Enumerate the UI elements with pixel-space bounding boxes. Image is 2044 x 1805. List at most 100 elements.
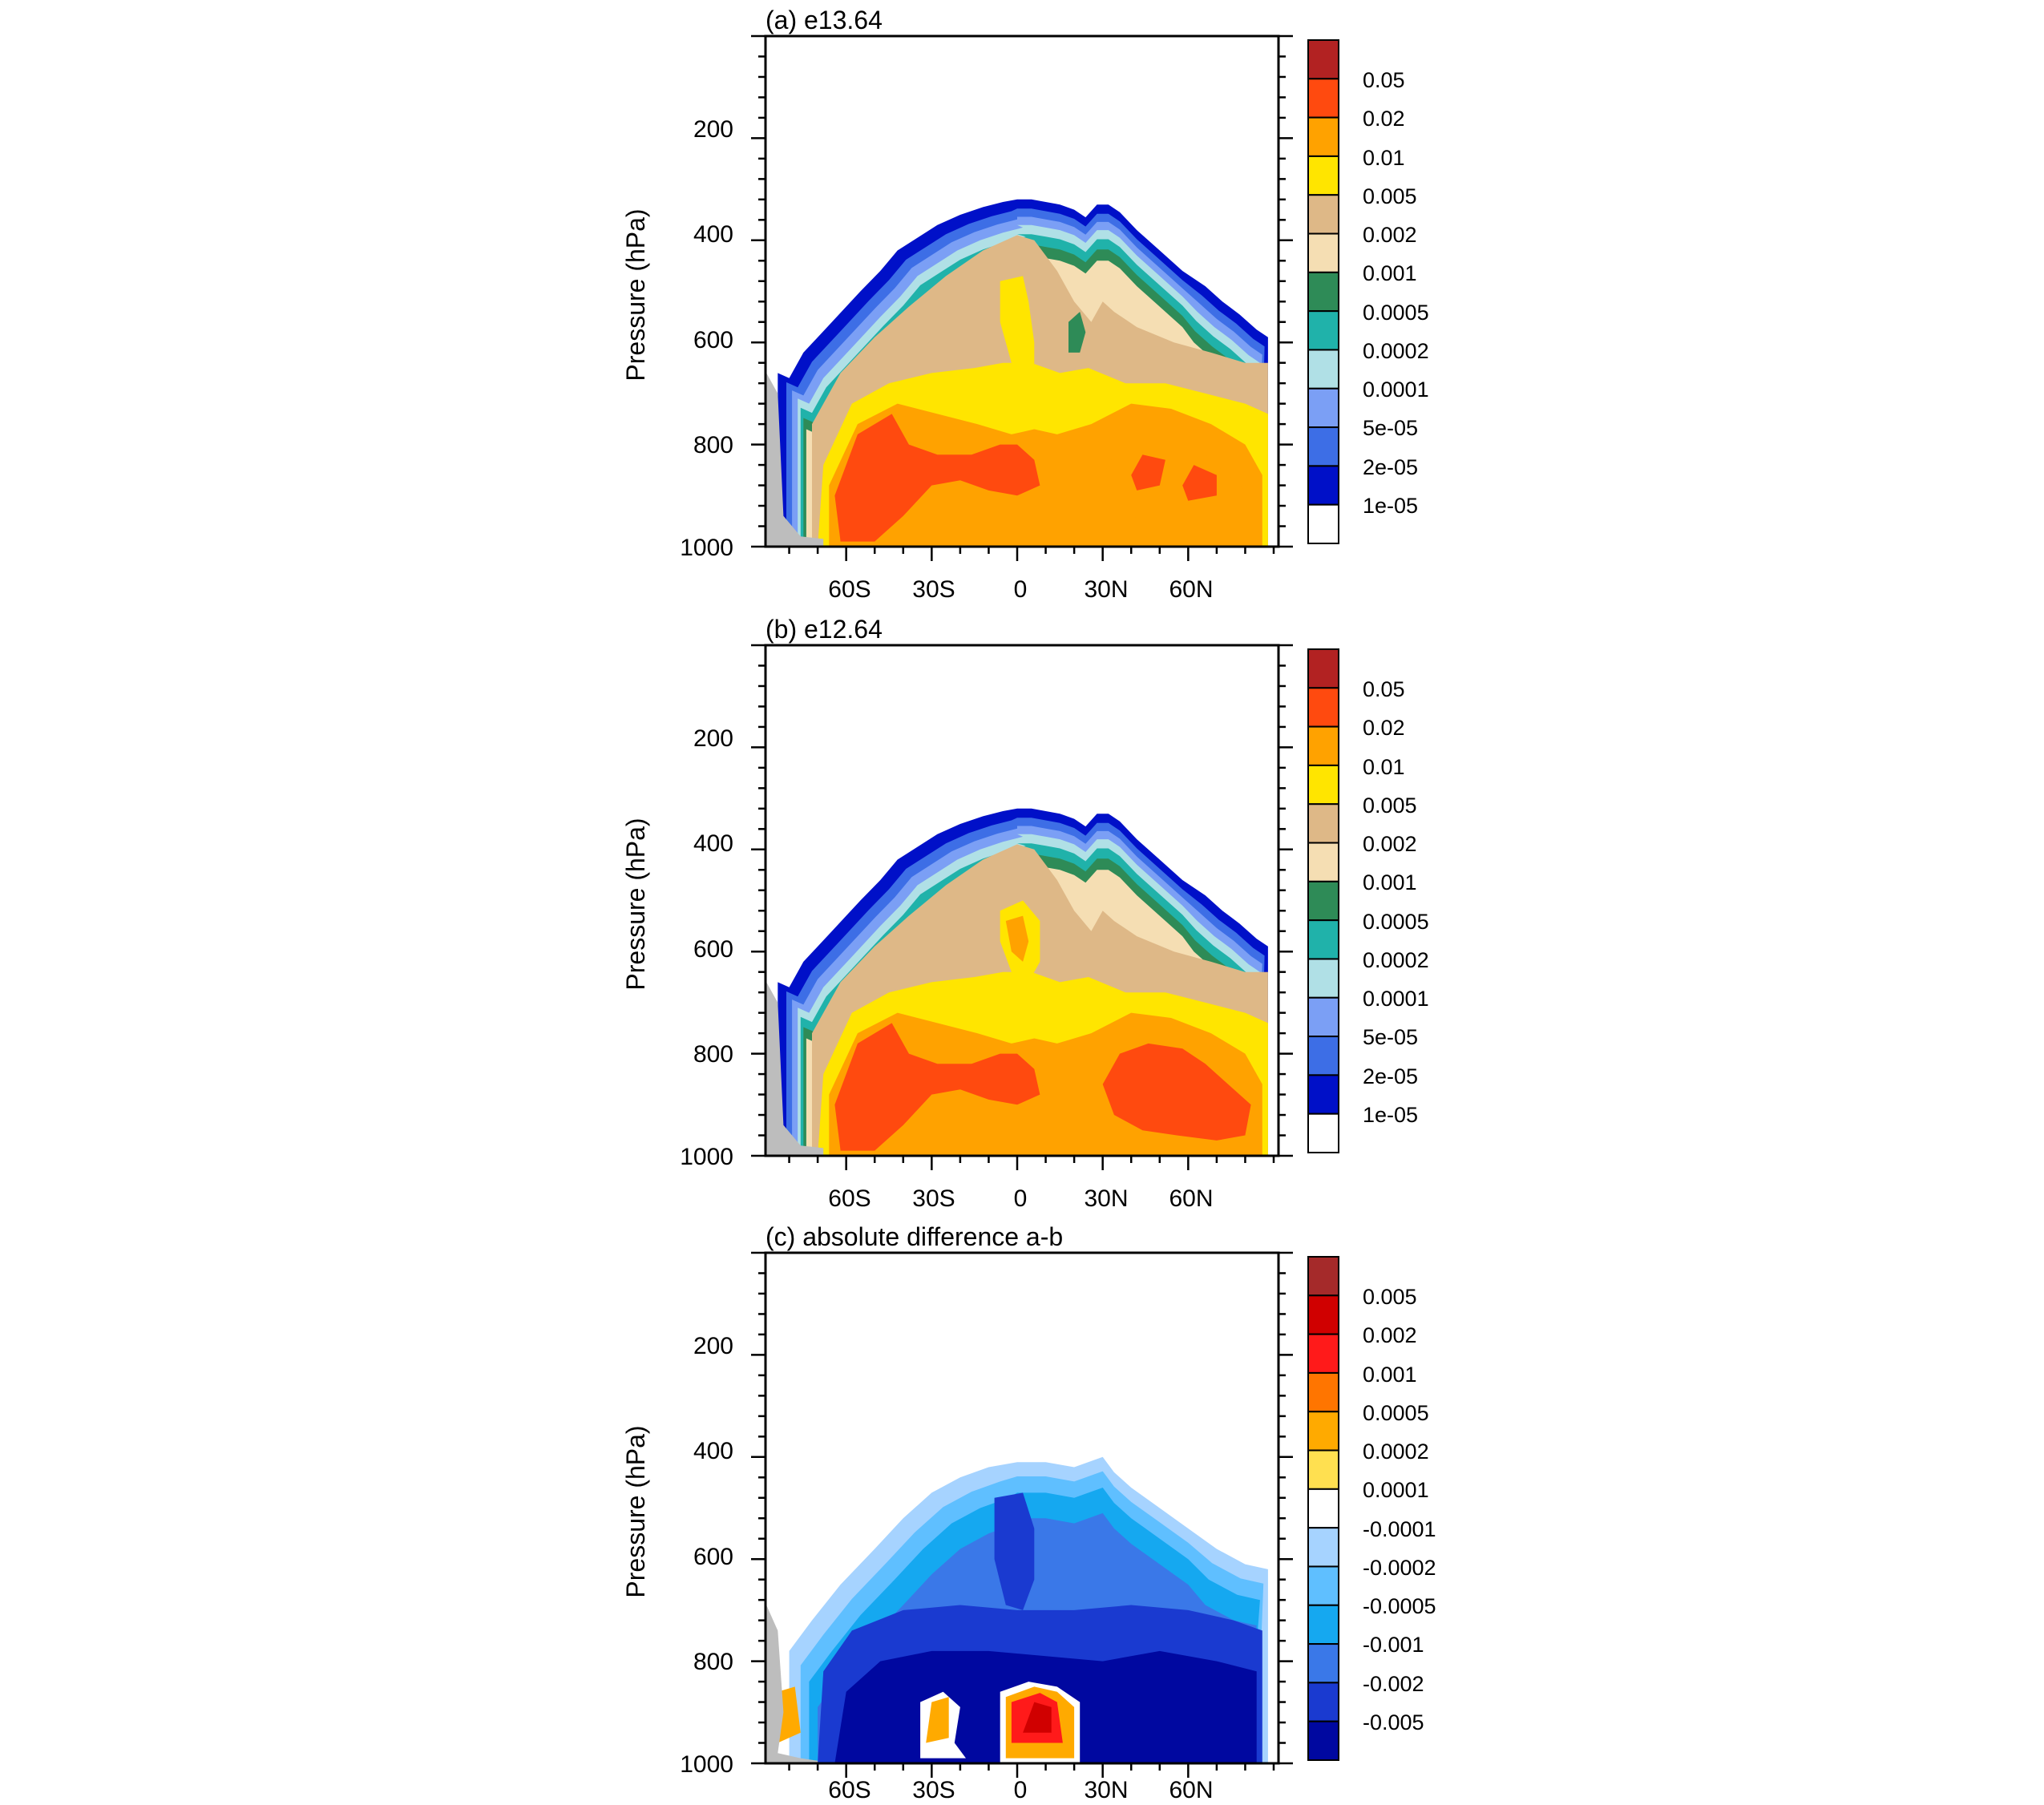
ytick-label: 400 — [693, 830, 733, 857]
panel-b: (b) e12.64 200 400 600 800 1000 60S 30S … — [621, 615, 1429, 1212]
contour-band — [994, 1492, 1035, 1610]
colorbar-label: 1e-05 — [1363, 1103, 1418, 1127]
xtick-label: 30S — [912, 1185, 955, 1212]
colorbar-label: -0.0001 — [1363, 1517, 1436, 1541]
colorbar-label: 0.0002 — [1363, 339, 1429, 363]
ytick-label: 600 — [693, 1544, 733, 1570]
colorbar-label: -0.005 — [1363, 1710, 1424, 1734]
colorbar-label: 0.001 — [1363, 870, 1417, 894]
colorbar-label: 0.005 — [1363, 793, 1417, 818]
xtick-label: 30S — [912, 576, 955, 603]
panel-b-plot — [766, 808, 1268, 1156]
colorbar-swatch — [1307, 271, 1339, 313]
colorbar-label: 0.002 — [1363, 832, 1417, 856]
colorbar-label: 2e-05 — [1363, 1064, 1418, 1088]
colorbar-swatch — [1307, 503, 1339, 545]
panel-c-ticks — [751, 1251, 1293, 1778]
panel-a-ylabel: Pressure (hPa) — [621, 208, 650, 381]
panel-b-ytick-labels: 200 400 600 800 1000 — [680, 725, 733, 1170]
panel-b-xtick-labels: 60S 30S 0 30N 60N — [828, 1185, 1213, 1212]
ytick-label: 600 — [693, 936, 733, 963]
colorbar-label: 0.0002 — [1363, 948, 1429, 972]
contour-band — [1068, 312, 1086, 353]
colorbar-label: 2e-05 — [1363, 455, 1418, 479]
colorbar-swatch — [1307, 996, 1339, 1038]
panel-b-title: (b) e12.64 — [765, 615, 883, 644]
ytick-label: 400 — [693, 221, 733, 248]
terrain-mask — [766, 373, 824, 547]
colorbar-swatch — [1307, 1449, 1339, 1490]
contour-band — [1023, 1702, 1052, 1733]
panel-b-ylabel: Pressure (hPa) — [621, 818, 650, 990]
colorbar-label: 0.0005 — [1363, 1401, 1429, 1425]
panel-a-colorbar-labels: 0.05 0.02 0.01 0.005 0.002 0.001 0.0005 … — [1363, 68, 1429, 518]
colorbar-label: -0.002 — [1363, 1672, 1424, 1696]
colorbar-swatch — [1307, 116, 1339, 157]
colorbar-label: -0.0002 — [1363, 1556, 1436, 1580]
panel-c-ylabel: Pressure (hPa) — [621, 1425, 650, 1597]
panel-c-colorbar — [1307, 1256, 1339, 1762]
contour-band — [834, 414, 1040, 542]
contour-band — [1102, 434, 1251, 531]
panel-c-title: (c) absolute difference a-b — [765, 1222, 1063, 1251]
colorbar-swatch — [1307, 426, 1339, 467]
xtick-label: 30N — [1084, 1777, 1128, 1803]
colorbar-label: 0.005 — [1363, 184, 1417, 208]
colorbar-label: 0.05 — [1363, 68, 1405, 92]
colorbar-label: 0.01 — [1363, 146, 1405, 170]
colorbar-swatch — [1307, 1074, 1339, 1115]
colorbar-swatch — [1307, 1256, 1339, 1297]
colorbar-swatch — [1307, 648, 1339, 689]
ytick-label: 800 — [693, 432, 733, 458]
panel-a-plot — [766, 199, 1268, 547]
xtick-label: 0 — [1014, 1777, 1028, 1803]
ytick-label: 400 — [693, 1438, 733, 1464]
xtick-label: 60S — [828, 1777, 871, 1803]
colorbar-swatch — [1307, 387, 1339, 429]
xtick-label: 60N — [1169, 1185, 1213, 1212]
colorbar-swatch — [1307, 764, 1339, 806]
colorbar-label: -0.001 — [1363, 1633, 1424, 1657]
contour-band — [926, 1697, 949, 1743]
panel-a-colorbar — [1307, 39, 1339, 545]
panel-a: (a) e13.64 200 400 600 800 1000 60S 30S … — [621, 6, 1429, 603]
ytick-label: 1000 — [680, 1144, 733, 1170]
colorbar-label: 0.0002 — [1363, 1440, 1429, 1464]
colorbar-label: 0.02 — [1363, 716, 1405, 740]
panel-b-ticks — [751, 644, 1293, 1170]
contour-band — [1005, 915, 1029, 962]
xtick-label: 60S — [828, 576, 871, 603]
panel-a-xtick-labels: 60S 30S 0 30N 60N — [828, 576, 1213, 603]
colorbar-swatch — [1307, 1036, 1339, 1076]
colorbar-swatch — [1307, 880, 1339, 922]
xtick-label: 0 — [1014, 1185, 1028, 1212]
colorbar-label: 0.002 — [1363, 1323, 1417, 1347]
panel-c-colorbar-labels: 0.005 0.002 0.001 0.0005 0.0002 0.0001 -… — [1363, 1285, 1436, 1734]
colorbar-swatch — [1307, 1488, 1339, 1529]
panel-b-colorbar-labels: 0.05 0.02 0.01 0.005 0.002 0.001 0.0005 … — [1363, 677, 1429, 1127]
colorbar-label: 1e-05 — [1363, 494, 1418, 518]
contour-band — [834, 1023, 1040, 1151]
panel-a-title: (a) e13.64 — [765, 6, 883, 34]
colorbar-label: 0.02 — [1363, 107, 1405, 131]
ytick-label: 800 — [693, 1649, 733, 1675]
colorbar-label: 5e-05 — [1363, 1025, 1418, 1049]
panel-a-frame — [764, 34, 1280, 548]
colorbar-swatch — [1307, 842, 1339, 882]
xtick-label: 30N — [1084, 1185, 1128, 1212]
colorbar-swatch — [1307, 687, 1339, 728]
contour-band — [1000, 276, 1035, 394]
xtick-label: 30S — [912, 1777, 955, 1803]
colorbar-swatch — [1307, 1333, 1339, 1374]
contour-band — [1102, 1043, 1251, 1141]
colorbar-swatch — [1307, 232, 1339, 273]
colorbar-swatch — [1307, 1604, 1339, 1645]
panel-b-colorbar — [1307, 648, 1339, 1153]
ytick-label: 800 — [693, 1041, 733, 1068]
colorbar-label: 0.01 — [1363, 755, 1405, 779]
colorbar-label: 0.001 — [1363, 261, 1417, 285]
colorbar-swatch — [1307, 725, 1339, 766]
colorbar-label: 0.0001 — [1363, 378, 1429, 402]
terrain-mask — [766, 1605, 818, 1763]
colorbar-swatch — [1307, 1565, 1339, 1606]
